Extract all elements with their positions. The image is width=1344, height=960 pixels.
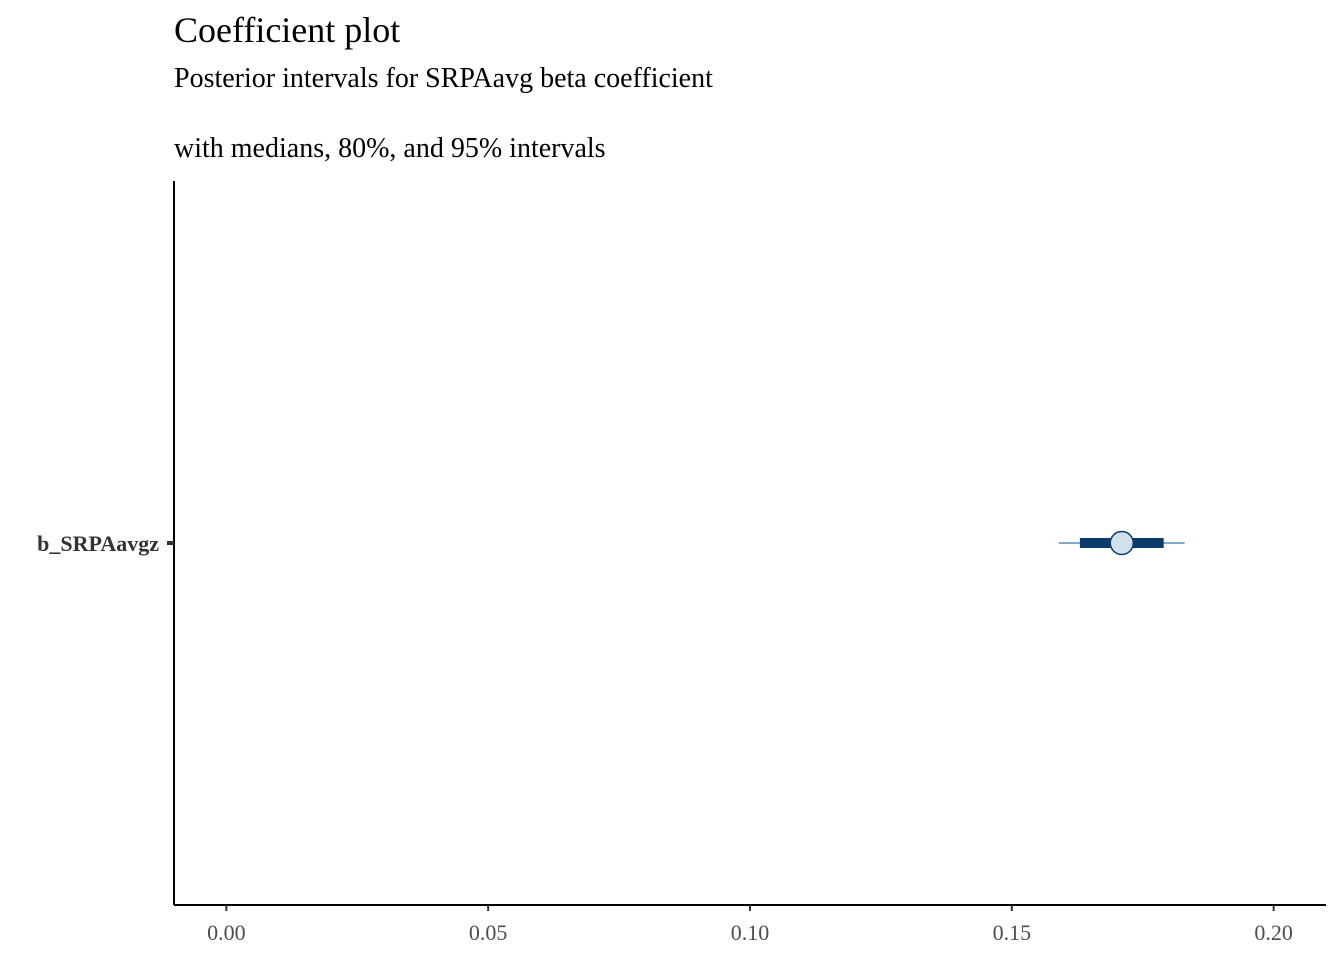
plot-axes: 0.00 0.05 0.10 0.15 0.20 b_SRPAavgz [37,181,1326,945]
chart-title: Coefficient plot [174,10,401,50]
plot-marks [1058,530,1185,556]
x-tick-label: 0.20 [1254,920,1293,945]
chart-subtitle: Posterior intervals for SRPAavg beta coe… [174,63,713,94]
chart-subtitle-line2: with medians, 80%, and 95% intervals [174,133,606,164]
x-tick-label: 0.10 [731,920,770,945]
x-tick-label: 0.05 [469,920,508,945]
x-tick-label: 0.00 [207,920,246,945]
median-point [1109,530,1135,556]
y-tick-label: b_SRPAavgz [37,531,159,556]
x-tick-label: 0.15 [993,920,1032,945]
